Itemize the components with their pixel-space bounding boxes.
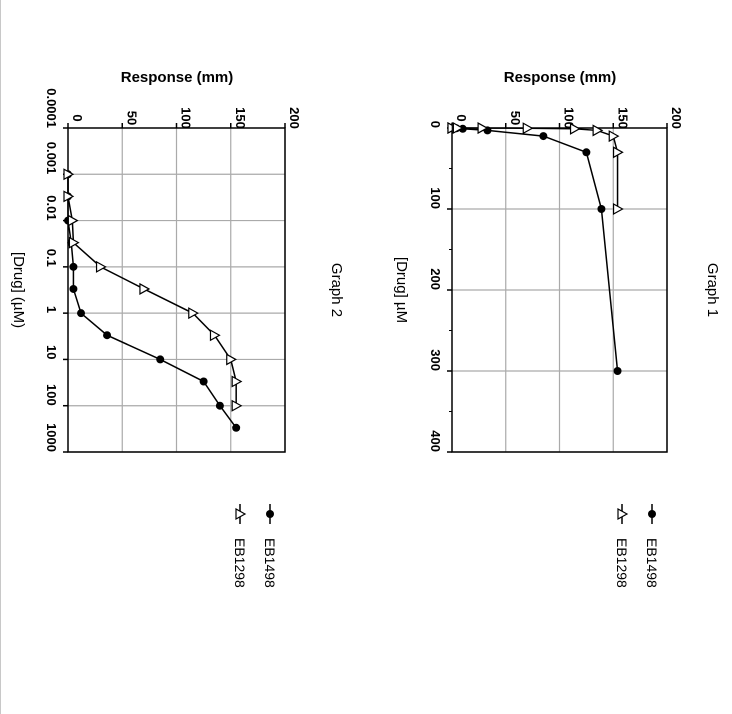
data-point-eb1298 — [452, 122, 464, 135]
legend-marker-triangle — [617, 507, 629, 521]
graph-2-y-axis-title: Response (mm) — [121, 69, 234, 86]
response-tick-label: 0 — [70, 114, 85, 121]
response-tick-label: 50 — [124, 111, 139, 125]
data-point-eb1298 — [68, 236, 80, 249]
drug-tick-label: 0.001 — [44, 142, 59, 175]
data-point-eb1498 — [156, 355, 165, 364]
data-point-eb1498 — [215, 401, 224, 410]
data-point-eb1498 — [582, 148, 591, 157]
legend-label: EB1498 — [644, 538, 660, 588]
data-point-eb1298 — [226, 353, 237, 366]
drug-tick-label: 0.0001 — [44, 88, 59, 128]
legend-marker-circle — [648, 510, 656, 518]
drug-tick-label: 200 — [428, 268, 443, 290]
drug-tick-label: 10 — [44, 345, 59, 359]
response-tick-label: 100 — [179, 107, 194, 129]
legend-label: EB1298 — [614, 538, 630, 588]
data-point-eb1298 — [612, 202, 624, 216]
response-tick-label: 150 — [615, 107, 630, 129]
data-point-eb1298 — [569, 122, 581, 135]
drug-tick-label: 0.01 — [44, 195, 59, 220]
series-line-eb1498 — [67, 174, 237, 429]
data-point-eb1298 — [63, 168, 75, 181]
data-point-eb1298 — [139, 282, 151, 295]
legend-entry-eb1498: EB1498 — [262, 504, 278, 588]
series-line-eb1298 — [67, 174, 237, 406]
data-point-eb1498 — [77, 309, 86, 318]
drug-tick-label: 100 — [428, 187, 443, 209]
graph-1-x-axis-title: [Drug] µM — [393, 257, 410, 323]
data-point-eb1498 — [69, 284, 78, 293]
data-point-eb1498 — [232, 423, 241, 432]
graph-2: Response (mm) Graph 2 [Drug] (µM) 0 50 100… — [10, 69, 345, 588]
legend-label: EB1298 — [232, 538, 248, 588]
data-point-eb1498 — [199, 377, 208, 386]
graph-2-x-axis-title: [Drug] (µM) — [10, 252, 27, 328]
data-point-eb1298 — [188, 307, 200, 320]
graph-1-y-axis-title: Response (mm) — [504, 69, 617, 86]
data-point-eb1498 — [539, 132, 548, 141]
response-tick-label: 200 — [287, 107, 302, 129]
data-point-eb1298 — [477, 122, 489, 135]
graph-1: Response (mm) Graph 1 [Drug] µM 0 50 100 15… — [393, 69, 721, 588]
drug-tick-label: 1000 — [44, 423, 59, 452]
data-point-eb1498 — [103, 331, 112, 340]
data-point-eb1298 — [63, 190, 75, 203]
legend-marker-circle — [266, 510, 274, 518]
drug-tick-label: 300 — [428, 349, 443, 371]
response-tick-label: 0 — [454, 114, 469, 121]
drug-tick-label: 100 — [44, 384, 59, 406]
response-tick-label: 200 — [669, 107, 684, 129]
data-point-eb1298 — [522, 122, 534, 135]
data-point-eb1298 — [231, 375, 243, 388]
data-point-eb1298 — [608, 130, 620, 143]
drug-tick-label: 0 — [428, 121, 443, 128]
drug-tick-label: 1 — [44, 306, 59, 313]
legend-entry-eb1498: EB1498 — [644, 504, 660, 588]
data-point-eb1498 — [69, 262, 78, 271]
data-point-eb1298 — [231, 399, 243, 412]
drug-tick-label: 400 — [428, 430, 443, 452]
graph-1-title: Graph 1 — [704, 263, 721, 317]
graph-2-grid — [63, 123, 286, 453]
left-edge-line — [0, 0, 1, 714]
legend-label: EB1498 — [262, 538, 278, 588]
plot-frame — [67, 127, 286, 453]
graph-1-grid — [447, 123, 668, 453]
data-point-eb1498 — [597, 205, 606, 213]
response-tick-label: 150 — [233, 107, 248, 129]
series-line-eb1298 — [451, 127, 619, 209]
data-point-eb1298 — [209, 329, 221, 342]
data-point-eb1298 — [67, 214, 79, 227]
data-point-eb1298 — [612, 146, 624, 159]
series-line-eb1498 — [451, 127, 619, 372]
legend-entry-eb1298: EB1298 — [232, 504, 248, 588]
drug-tick-label: 0.1 — [44, 249, 59, 267]
data-point-eb1498 — [613, 367, 622, 375]
response-tick-label: 100 — [562, 107, 577, 129]
legend-entry-eb1298: EB1298 — [614, 504, 630, 588]
data-point-eb1298 — [95, 260, 107, 273]
graph-2-title: Graph 2 — [328, 263, 345, 317]
data-point-eb1298 — [592, 124, 604, 137]
legend-marker-triangle — [235, 507, 247, 521]
response-tick-label: 50 — [508, 111, 523, 125]
